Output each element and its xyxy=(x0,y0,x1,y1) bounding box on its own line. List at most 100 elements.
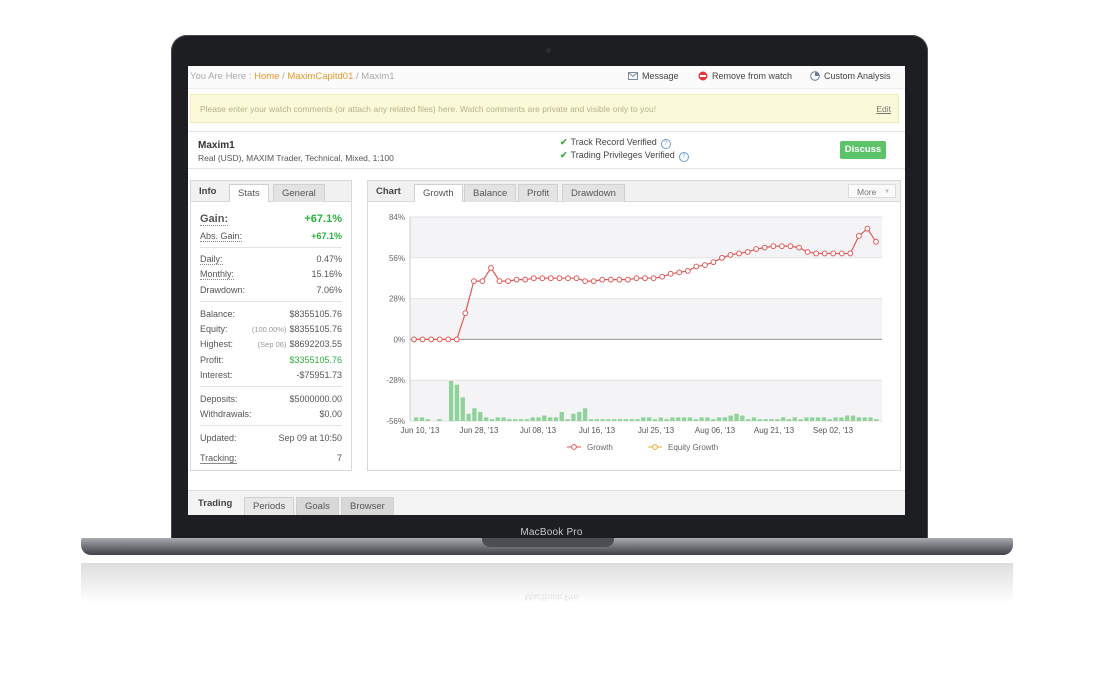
volume-bar xyxy=(594,419,599,421)
volume-bar xyxy=(565,419,570,421)
remove-icon xyxy=(698,71,708,81)
volume-bar xyxy=(769,419,774,421)
tab-browser[interactable]: Browser xyxy=(341,497,394,515)
x-tick-label: Jun 10, '13 xyxy=(401,426,440,435)
growth-point xyxy=(556,275,563,282)
volume-bar xyxy=(460,397,465,421)
tab-goals[interactable]: Goals xyxy=(296,497,339,515)
gain-label[interactable]: Gain: xyxy=(200,213,229,226)
tab-profit[interactable]: Profit xyxy=(518,184,559,202)
trading-tabs: Trading Periods Goals Browser xyxy=(188,490,905,515)
growth-point xyxy=(804,249,811,255)
growth-point xyxy=(744,249,751,255)
growth-point xyxy=(633,275,640,282)
breadcrumb-account-link[interactable]: MaximCapltd01 xyxy=(287,71,354,82)
growth-point xyxy=(753,246,760,252)
volume-bar xyxy=(676,417,681,421)
volume-bar xyxy=(419,417,425,421)
edit-link[interactable]: Edit xyxy=(876,104,891,114)
growth-point xyxy=(864,225,871,232)
remove-from-watch-label: Remove from watch xyxy=(712,71,793,81)
tab-periods[interactable]: Periods xyxy=(244,497,295,515)
volume-bar xyxy=(751,417,757,421)
watch-comments-box[interactable]: Please enter your watch comments (or att… xyxy=(190,94,899,123)
stat-daily: Daily: 0.47% xyxy=(200,254,342,265)
volume-bar xyxy=(507,419,512,421)
tracking-link[interactable]: Tracking: xyxy=(200,453,237,464)
growth-point xyxy=(496,278,503,285)
highest-date: (Sep 06) xyxy=(257,340,287,349)
message-link[interactable]: Message xyxy=(628,71,679,81)
more-dropdown[interactable]: More xyxy=(848,184,896,199)
monthly-label[interactable]: Monthly: xyxy=(200,269,235,280)
growth-point xyxy=(701,262,708,268)
volume-bar xyxy=(839,417,844,421)
volume-bar xyxy=(466,413,471,421)
growth-point xyxy=(453,336,460,343)
check-icon: ✔ xyxy=(560,137,568,147)
trading-title: Trading xyxy=(198,498,233,509)
daily-label[interactable]: Daily: xyxy=(200,254,223,265)
volume-bar xyxy=(571,413,576,421)
growth-point xyxy=(659,273,666,280)
monthly-value: 15.16% xyxy=(311,269,342,279)
volume-bar xyxy=(827,419,832,421)
volume-bar xyxy=(681,417,687,421)
stat-gain: Gain: +67.1% xyxy=(200,213,342,226)
help-icon[interactable]: ? xyxy=(660,139,671,149)
growth-point xyxy=(650,275,657,282)
envelope-icon xyxy=(628,72,638,80)
volume-bar xyxy=(448,381,454,421)
message-label: Message xyxy=(642,71,679,81)
remove-from-watch-link[interactable]: Remove from watch xyxy=(698,71,792,81)
growth-point xyxy=(787,243,794,250)
abs-gain-label[interactable]: Abs. Gain: xyxy=(200,231,243,242)
volume-bar xyxy=(478,411,483,421)
breadcrumb-home-link[interactable]: Home xyxy=(254,71,280,82)
y-tick-label: -56% xyxy=(386,417,405,426)
volume-bar xyxy=(711,419,716,421)
deposits-label: Deposits: xyxy=(200,394,238,404)
laptop-notch xyxy=(482,538,614,547)
tab-growth[interactable]: Growth xyxy=(414,184,463,202)
stat-highest: Highest: (Sep 06) $8692203.55 xyxy=(200,339,342,349)
updated-label: Updated: xyxy=(200,433,237,443)
custom-analysis-label: Custom Analysis xyxy=(824,71,891,81)
growth-point xyxy=(710,259,717,266)
volume-bar xyxy=(652,419,658,421)
x-tick-label: Jun 28, '13 xyxy=(460,426,499,435)
tab-stats[interactable]: Stats xyxy=(229,184,269,202)
volume-bar xyxy=(687,417,693,421)
chart-title: Chart xyxy=(376,186,401,197)
volume-bar xyxy=(850,415,856,421)
gain-value: +67.1% xyxy=(304,213,342,225)
interest-value: -$75951.73 xyxy=(296,370,342,380)
growth-point xyxy=(719,254,725,261)
grid-band xyxy=(410,217,882,258)
stat-monthly: Monthly: 15.16% xyxy=(200,269,342,280)
breadcrumb-current: Maxim1 xyxy=(361,71,395,82)
y-tick-label: 0% xyxy=(393,335,405,344)
volume-bar xyxy=(810,417,815,421)
grid-band xyxy=(410,298,882,340)
growth-point xyxy=(624,276,631,283)
tab-general[interactable]: General xyxy=(273,184,325,202)
tab-balance[interactable]: Balance xyxy=(464,184,517,202)
tab-drawdown[interactable]: Drawdown xyxy=(562,184,625,202)
legend-equity-label: Equity Growth xyxy=(668,443,718,452)
volume-bar xyxy=(804,417,809,421)
discuss-button[interactable]: Discuss xyxy=(840,141,886,159)
growth-point xyxy=(684,268,691,274)
chart-panel: Chart Growth Balance Profit Drawdown Mor… xyxy=(367,180,901,471)
volume-bar xyxy=(786,419,792,421)
help-icon[interactable]: ? xyxy=(678,152,689,162)
track-record-verified: ✔ Track Record Verified? xyxy=(560,137,671,149)
withdrawals-label: Withdrawals: xyxy=(200,409,252,419)
volume-bar xyxy=(635,419,640,421)
stat-tracking: Tracking: 7 xyxy=(200,453,342,464)
volume-bar xyxy=(716,417,722,421)
volume-bar xyxy=(845,415,850,421)
custom-analysis-link[interactable]: Custom Analysis xyxy=(810,71,891,81)
stat-profit: Profit: $3355105.76 xyxy=(200,355,342,365)
growth-point xyxy=(727,251,734,258)
